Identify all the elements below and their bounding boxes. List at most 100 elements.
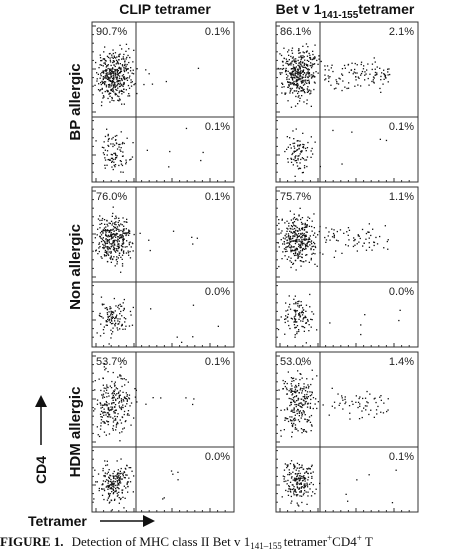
dot <box>123 76 125 78</box>
dot <box>303 101 305 103</box>
dot <box>105 77 107 80</box>
dot <box>301 377 303 379</box>
dot <box>296 478 298 481</box>
dot <box>291 488 293 491</box>
dot <box>280 239 282 241</box>
dot <box>379 396 381 398</box>
dot <box>288 295 290 297</box>
dot <box>97 228 99 230</box>
dot <box>289 210 291 212</box>
dot <box>306 219 308 222</box>
dot <box>129 250 131 253</box>
dot <box>123 400 125 402</box>
dot <box>108 240 110 242</box>
dot <box>106 219 108 222</box>
dot <box>292 411 294 413</box>
dot <box>113 475 115 477</box>
dot <box>288 54 290 56</box>
dot <box>344 396 346 398</box>
dot <box>113 412 115 414</box>
dot <box>107 315 109 318</box>
dot <box>331 236 334 238</box>
dot <box>109 84 111 86</box>
dot <box>123 53 125 56</box>
dot <box>303 165 306 167</box>
dot <box>301 228 303 230</box>
dot <box>104 244 106 246</box>
dot <box>297 504 299 506</box>
dot <box>283 243 286 245</box>
dot <box>294 70 296 72</box>
dot <box>113 235 116 237</box>
dot <box>298 467 300 469</box>
dot <box>117 243 119 245</box>
dot <box>115 478 117 480</box>
dot <box>111 320 113 322</box>
dot <box>292 218 295 220</box>
dot <box>305 491 307 493</box>
dot <box>103 422 105 424</box>
dot <box>326 65 329 67</box>
dot <box>94 84 96 86</box>
dot <box>121 103 123 105</box>
dot <box>290 495 292 498</box>
dot <box>379 138 381 140</box>
dot <box>112 136 114 139</box>
dot <box>310 248 312 251</box>
dot <box>122 77 125 79</box>
dot <box>113 91 115 93</box>
dot <box>107 492 110 494</box>
dot <box>120 256 122 258</box>
dot <box>107 423 109 426</box>
dot <box>112 371 114 374</box>
dot <box>296 85 298 87</box>
dot <box>383 73 385 75</box>
dot <box>111 157 114 159</box>
dot <box>302 223 304 225</box>
dot <box>104 58 106 60</box>
dot <box>123 78 125 80</box>
dot <box>107 97 109 100</box>
dot <box>114 222 116 224</box>
dot <box>108 493 110 495</box>
dot <box>311 65 314 67</box>
dot <box>108 485 111 487</box>
dot <box>290 74 292 76</box>
dot <box>130 424 132 426</box>
dot <box>316 375 318 377</box>
dot <box>312 50 314 52</box>
dot <box>303 261 305 263</box>
dot <box>302 307 304 309</box>
dot <box>314 57 316 59</box>
dot <box>101 230 103 233</box>
dot <box>121 378 124 380</box>
dot <box>119 160 121 162</box>
dot <box>302 312 304 314</box>
dot <box>307 491 309 493</box>
dot <box>104 90 106 93</box>
dot <box>105 464 107 467</box>
dot <box>114 481 116 483</box>
dot <box>111 406 114 408</box>
y-axis-label: CD4 <box>33 456 49 484</box>
dot <box>290 477 293 479</box>
dot <box>296 249 299 251</box>
dot <box>291 431 293 433</box>
dot <box>132 242 134 245</box>
dot <box>299 75 301 77</box>
dot <box>341 163 343 165</box>
dot <box>371 249 373 251</box>
dot <box>105 392 107 394</box>
dot <box>105 76 107 78</box>
dot <box>368 231 370 233</box>
dot <box>311 319 313 321</box>
dot <box>108 145 110 147</box>
dot <box>124 405 127 407</box>
dot <box>112 241 114 243</box>
dot <box>296 72 299 74</box>
dot <box>290 261 293 263</box>
dot <box>113 144 116 146</box>
dot <box>299 389 301 391</box>
dot <box>113 317 116 320</box>
dot <box>298 477 300 479</box>
